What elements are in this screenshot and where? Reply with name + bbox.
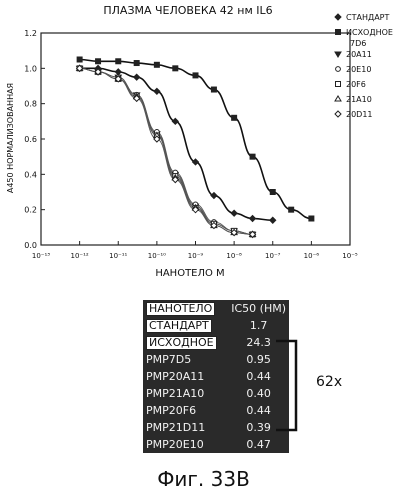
bracket-line	[276, 341, 296, 430]
figure-caption: Фиг. 33B	[0, 467, 407, 491]
fold-change-label: 62x	[316, 374, 342, 390]
